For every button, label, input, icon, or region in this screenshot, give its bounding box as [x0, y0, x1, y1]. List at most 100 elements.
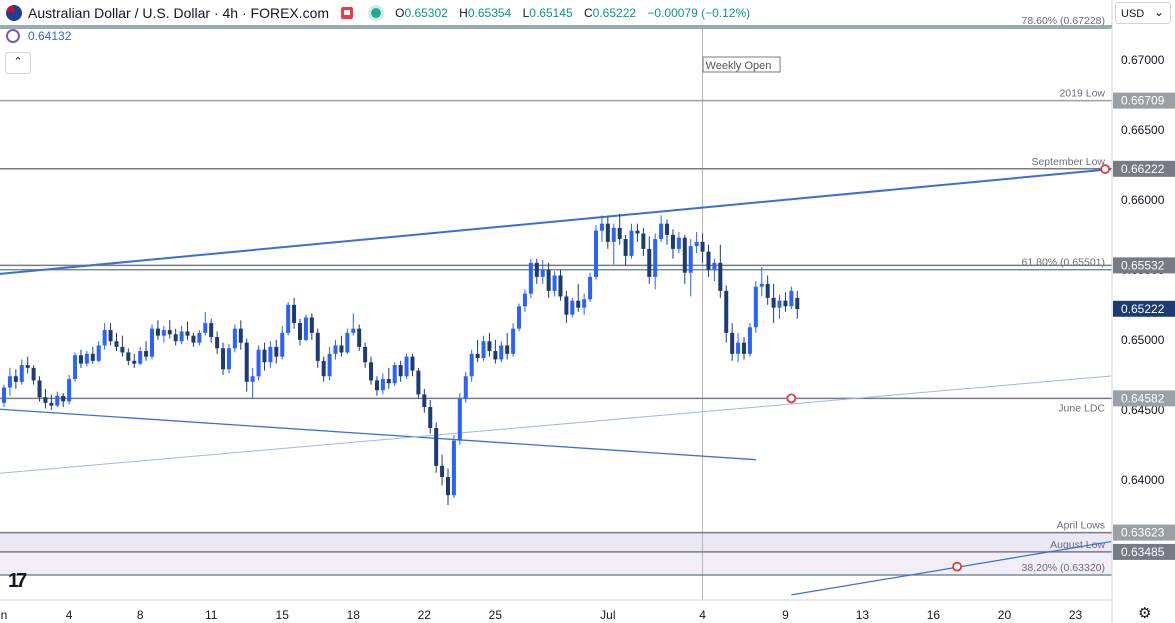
candle-body: [499, 345, 504, 360]
candle-body: [303, 317, 308, 340]
time-tick-label: 22: [418, 608, 432, 622]
candle-body: [232, 328, 237, 349]
price-tick-label: 0.66500: [1121, 123, 1165, 137]
candle-body: [759, 283, 764, 287]
candle-body: [351, 328, 356, 333]
trendline-slope-line: [791, 540, 1112, 596]
candle-body: [244, 342, 249, 382]
candle-body: [108, 330, 113, 342]
candle-body: [422, 394, 427, 408]
candle-body: [517, 306, 522, 329]
candle-body: [238, 328, 243, 343]
candle-body: [558, 275, 563, 297]
candle-body: [570, 300, 575, 315]
price-tag-level-65532: [1113, 257, 1175, 274]
candle-body: [150, 328, 154, 357]
ohlc-high-value: 0.65354: [467, 6, 512, 20]
candle-body: [528, 262, 533, 294]
time-tick-label: 16: [927, 608, 941, 622]
price-tick-label: 0.67000: [1121, 53, 1165, 67]
candle-body: [440, 465, 445, 478]
candle-body: [84, 353, 89, 364]
currency-selector[interactable]: USD: [1115, 1, 1171, 24]
candle-body: [345, 332, 350, 353]
candle-body: [647, 248, 652, 277]
candle-body: [712, 262, 717, 270]
level-label-fib-786: 78.60% (0.67228): [1022, 15, 1105, 27]
time-tick-label: 15: [276, 608, 290, 622]
gear-icon[interactable]: ⚙: [1138, 605, 1152, 622]
candle-body: [635, 230, 640, 234]
candle-body: [493, 351, 498, 360]
candle-body: [256, 349, 261, 377]
candle-body: [309, 317, 314, 333]
indicator-icon: [6, 29, 20, 43]
candle-body: [298, 323, 302, 340]
support-zone-lower: [0, 551, 1112, 575]
candle-body: [599, 223, 604, 231]
candle-body: [576, 300, 581, 308]
symbol-title[interactable]: Australian Dollar / U.S. Dollar · 4h · F…: [28, 5, 330, 21]
time-tick-label: 18: [347, 608, 361, 622]
price-tag-august-low: [1113, 543, 1175, 560]
time-tick-label: 9: [782, 608, 789, 622]
candle-body: [700, 241, 705, 252]
ohlc-close-key: C: [584, 6, 593, 20]
candle-body: [179, 331, 184, 342]
candle-body: [617, 227, 622, 240]
candle-body: [221, 348, 226, 370]
ohlc-open-value: 0.65302: [404, 6, 448, 20]
candle-body: [138, 351, 143, 364]
candle-body: [126, 352, 131, 361]
indicator-legend[interactable]: 0.64132: [6, 29, 71, 43]
candle-body: [13, 376, 18, 382]
candle-body: [410, 356, 415, 371]
tradingview-logo[interactable]: 17: [8, 570, 27, 592]
candle-body: [481, 341, 486, 359]
ohlc-values: O0.65302 H0.65354 L0.65145 C0.65222 −0.0…: [395, 6, 750, 20]
chart-header: Australian Dollar / U.S. Dollar · 4h · F…: [0, 0, 1112, 26]
candle-body: [416, 370, 421, 395]
weekly-open-label: Weekly Open: [706, 60, 772, 72]
candle-body: [594, 230, 598, 277]
price-tag-label-level-65532: 0.65532: [1121, 258, 1165, 272]
candle-body: [321, 360, 326, 377]
candle-body: [487, 341, 492, 352]
last-price-label: 0.65222: [1121, 302, 1165, 316]
candle-body: [605, 223, 610, 242]
market-open-icon: [371, 8, 382, 18]
candle-body: [451, 440, 456, 496]
weekly-open-label-box: [702, 56, 781, 73]
trendline-inner-support: [0, 375, 1112, 474]
candle-body: [753, 286, 758, 328]
candle-body: [155, 328, 160, 336]
trendline-upper-channel: [0, 168, 1112, 275]
candle-body: [783, 300, 788, 307]
candle-body: [457, 398, 462, 441]
candle-body: [765, 283, 770, 298]
price-tick-label: 0.64000: [1121, 473, 1165, 487]
candle-body: [286, 304, 291, 333]
candle-body: [327, 353, 332, 377]
time-tick-label: 23: [1069, 608, 1083, 622]
candle-body: [505, 345, 510, 354]
candle-body: [114, 341, 119, 347]
price-tag-june-ldc: [1113, 390, 1175, 407]
flag-icon[interactable]: [341, 7, 354, 19]
time-tick-label: 20: [998, 608, 1012, 622]
candle-body: [339, 345, 344, 353]
level-label-august-low: August Low: [1050, 539, 1105, 551]
collapse-legend-button[interactable]: ⌃: [5, 52, 31, 74]
candle-body: [463, 376, 468, 399]
candle-body: [398, 365, 403, 377]
candle-body: [37, 380, 42, 398]
candle-body: [742, 342, 746, 354]
time-tick-label: 4: [66, 608, 73, 622]
price-tag-april-lows: [1113, 524, 1175, 541]
candle-body: [96, 345, 101, 361]
candle-body: [777, 300, 782, 308]
alert-marker: [786, 393, 797, 404]
ohlc-open-key: O: [395, 6, 405, 20]
time-tick-label: 4: [699, 608, 706, 622]
